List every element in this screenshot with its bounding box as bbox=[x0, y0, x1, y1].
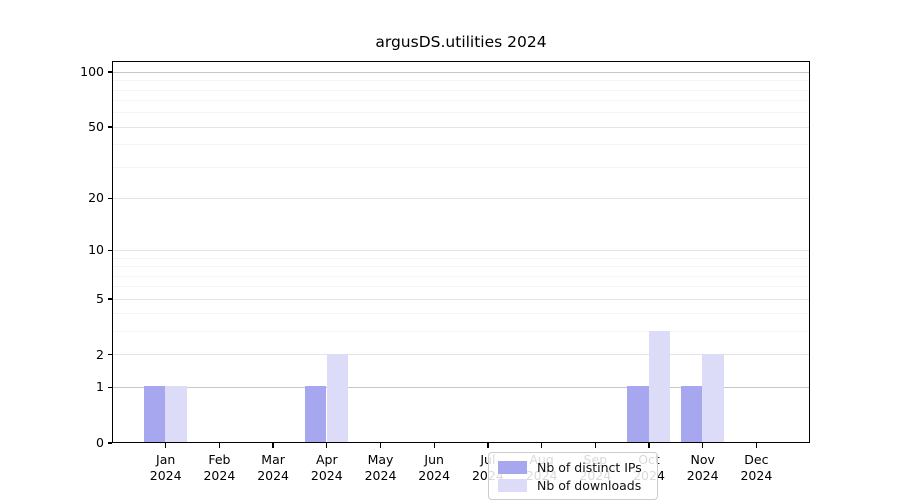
x-tick-label: Jun 2024 bbox=[394, 452, 474, 483]
x-tick-mark bbox=[165, 443, 167, 448]
x-tick-mark bbox=[433, 443, 435, 448]
chart-title: argusDS.utilities 2024 bbox=[375, 33, 547, 51]
y-tick-label: 20 bbox=[88, 190, 104, 206]
bar-distinct-ips bbox=[626, 386, 649, 442]
legend-item-distinct-ips: Nb of distinct IPs bbox=[498, 459, 648, 477]
gridline-major bbox=[113, 298, 809, 300]
x-tick-mark bbox=[648, 443, 650, 448]
x-tick-mark bbox=[326, 443, 328, 448]
x-tick-label: Nov 2024 bbox=[663, 452, 743, 483]
x-tick-month: Jun bbox=[424, 452, 444, 467]
x-tick-year: 2024 bbox=[364, 467, 397, 483]
x-tick-year: 2024 bbox=[149, 467, 182, 483]
y-tick-label: 10 bbox=[88, 242, 104, 258]
x-tick-label: Apr 2024 bbox=[287, 452, 367, 483]
x-tick-month: May bbox=[367, 452, 394, 467]
x-tick-label: May 2024 bbox=[341, 452, 421, 483]
x-tick-mark bbox=[540, 443, 543, 448]
y-tick-label: 2 bbox=[96, 346, 104, 362]
gridline-major bbox=[113, 126, 809, 128]
x-tick-mark bbox=[755, 443, 758, 448]
y-tick-label: 100 bbox=[80, 64, 104, 80]
x-tick-year: 2024 bbox=[257, 467, 289, 483]
y-tick-mark bbox=[108, 197, 112, 199]
gridline-minor bbox=[113, 286, 809, 288]
gridline-minor bbox=[113, 144, 809, 146]
bar-distinct-ips bbox=[680, 386, 703, 442]
x-tick-mark bbox=[379, 443, 382, 448]
legend-label: Nb of distinct IPs bbox=[537, 460, 642, 476]
y-tick-mark bbox=[108, 386, 112, 388]
gridline-minor bbox=[113, 89, 809, 91]
gridline-minor bbox=[113, 257, 809, 259]
x-tick-month: Dec bbox=[744, 452, 769, 467]
y-tick-mark bbox=[108, 71, 112, 73]
x-tick-mark bbox=[272, 443, 274, 448]
legend-item-downloads: Nb of downloads bbox=[498, 477, 648, 495]
x-tick-label: Feb 2024 bbox=[179, 452, 259, 483]
bar-downloads bbox=[648, 330, 671, 442]
bar-downloads bbox=[702, 353, 725, 442]
gridline-minor bbox=[113, 331, 809, 333]
gridline-minor bbox=[113, 166, 809, 168]
plot-area: Nb of distinct IPs Nb of downloads bbox=[112, 61, 810, 500]
bar-downloads bbox=[165, 386, 188, 442]
x-tick-year: 2024 bbox=[203, 467, 236, 483]
gridline-major bbox=[113, 250, 809, 251]
x-tick-year: 2024 bbox=[686, 467, 719, 483]
x-tick-month: Feb bbox=[208, 452, 231, 467]
bar-downloads bbox=[326, 353, 349, 442]
gridline-minor bbox=[113, 266, 809, 268]
y-tick-mark bbox=[108, 126, 112, 128]
x-tick-mark bbox=[594, 443, 596, 448]
x-tick-month: Mar bbox=[261, 452, 285, 467]
x-tick-label: Jan 2024 bbox=[126, 452, 206, 483]
gridline-minor bbox=[113, 275, 809, 277]
y-tick-mark bbox=[108, 354, 112, 356]
y-tick-label: 0 bbox=[96, 435, 104, 450]
x-tick-mark bbox=[218, 443, 221, 448]
y-tick-mark bbox=[108, 249, 112, 251]
x-tick-year: 2024 bbox=[740, 467, 773, 483]
y-tick-mark bbox=[108, 298, 112, 300]
y-tick-label: 50 bbox=[88, 119, 104, 135]
gridline-minor bbox=[113, 112, 809, 114]
x-tick-label: Dec 2024 bbox=[716, 452, 796, 483]
gridline-major bbox=[113, 198, 809, 200]
x-tick-month: Nov bbox=[690, 452, 715, 467]
gridline-minor bbox=[113, 313, 809, 315]
bar-distinct-ips bbox=[304, 386, 327, 442]
x-tick-year: 2024 bbox=[310, 467, 343, 483]
legend-label: Nb of downloads bbox=[537, 477, 642, 493]
legend: Nb of distinct IPs Nb of downloads bbox=[488, 452, 658, 500]
x-tick-label: Mar 2024 bbox=[233, 452, 313, 483]
x-tick-month: Apr bbox=[315, 452, 338, 467]
legend-swatch-distinct-ips bbox=[498, 461, 527, 475]
legend-swatch-downloads bbox=[498, 478, 527, 492]
gridline-minor bbox=[113, 100, 809, 102]
y-tick-label: 5 bbox=[96, 291, 104, 306]
gridline-major bbox=[113, 354, 809, 356]
gridline-minor bbox=[113, 80, 809, 82]
x-tick-mark bbox=[487, 443, 489, 448]
gridline-major bbox=[113, 71, 809, 73]
y-tick-label: 1 bbox=[96, 379, 104, 395]
y-tick-mark bbox=[108, 442, 112, 444]
x-tick-month: Jan bbox=[156, 452, 176, 467]
x-tick-year: 2024 bbox=[418, 467, 451, 483]
gridline-major bbox=[113, 386, 809, 388]
x-tick-mark bbox=[702, 443, 704, 448]
bar-distinct-ips bbox=[143, 386, 166, 442]
